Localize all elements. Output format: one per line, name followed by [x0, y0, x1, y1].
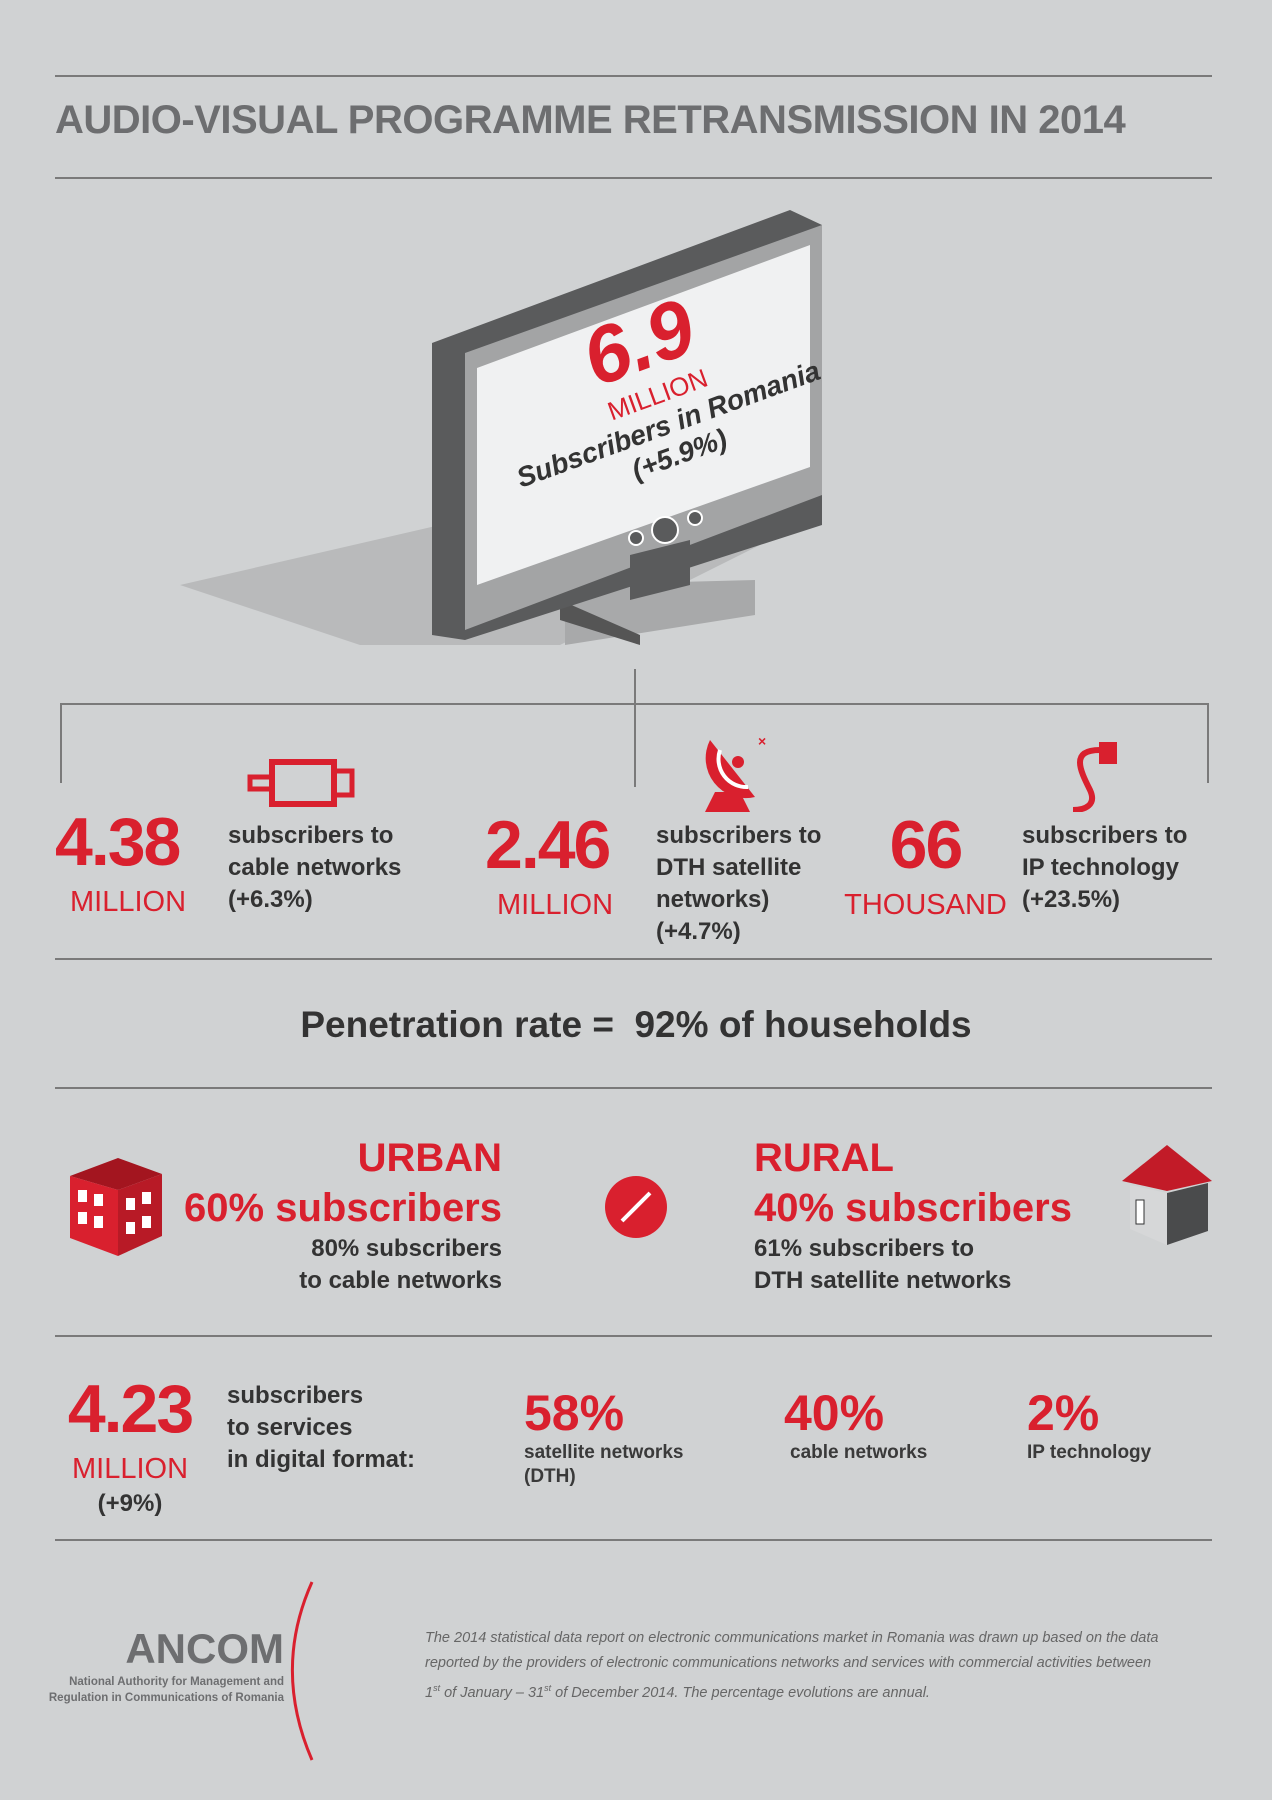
urban-title: URBAN	[357, 1136, 502, 1180]
rural-block: RURAL 40% subscribers 61% subscribers to…	[754, 1133, 1072, 1297]
bracket	[634, 669, 636, 787]
divider	[55, 1539, 1212, 1541]
stat-desc-line: DTH satellite	[656, 854, 802, 881]
stat-dth: 2.46 MILLION	[485, 811, 613, 920]
rural-detail: DTH satellite networks	[754, 1267, 1012, 1294]
rural-share: 40% subscribers	[754, 1186, 1072, 1230]
divider	[55, 1335, 1212, 1337]
stat-desc-line: (+6.3%)	[228, 886, 313, 913]
building-icon	[70, 1158, 162, 1256]
stat-desc-line: IP technology	[1022, 854, 1179, 881]
digital-item-ip: 2% IP technology	[1027, 1385, 1151, 1465]
urban-share: 60% subscribers	[184, 1186, 502, 1230]
digital-pct: 58%	[524, 1385, 625, 1441]
digital-label: satellite networks	[524, 1442, 684, 1463]
urban-detail: to cable networks	[299, 1267, 502, 1294]
cable-connector-icon	[247, 759, 355, 807]
footnote-sup: st	[433, 1683, 441, 1693]
logo-org-line: National Authority for Management and	[69, 1676, 284, 1688]
digital-total: 4.23 MILLION (+9%)	[55, 1375, 205, 1520]
digital-item-cable: 40% cable networks	[784, 1385, 927, 1465]
stat-cable-desc: subscribers to cable networks (+6.3%)	[228, 820, 401, 916]
digital-value: 4.23	[67, 1371, 194, 1447]
tv-illustration	[180, 210, 822, 645]
stat-value: 4.38	[55, 804, 181, 880]
house-icon	[1122, 1145, 1212, 1245]
stat-unit: MILLION	[497, 889, 614, 921]
ancom-logo: ANCOM National Authority for Management …	[20, 1628, 284, 1706]
digital-desc-line: in digital format:	[227, 1446, 415, 1473]
digital-label: cable networks	[790, 1442, 928, 1463]
divider	[55, 1087, 1212, 1089]
logo-arc	[291, 1581, 314, 1761]
footnote-line: 1st of January – 31st of December 2014. …	[425, 1676, 1225, 1706]
footnote: The 2014 statistical data report on elec…	[425, 1626, 1225, 1706]
stat-value: 2.46	[485, 807, 611, 883]
digital-pct: 2%	[1027, 1385, 1100, 1441]
digital-item-satellite: 58% satellite networks (DTH)	[524, 1385, 683, 1489]
divide-icon	[605, 1176, 667, 1238]
stat-desc-line: subscribers to	[228, 822, 394, 849]
stat-desc-line: subscribers to	[656, 822, 822, 849]
digital-desc: subscribers to services in digital format:	[227, 1380, 415, 1476]
divider	[55, 958, 1212, 960]
stat-desc-line: (+4.7%)	[656, 918, 741, 945]
urban-detail: 80% subscribers	[311, 1235, 502, 1262]
stat-desc-line: (+23.5%)	[1022, 886, 1121, 913]
digital-change: (+9%)	[97, 1490, 163, 1517]
bracket	[60, 703, 62, 783]
stat-ip: 66 THOUSAND	[843, 811, 1008, 920]
penetration-rate: Penetration rate = 92% of households	[300, 1004, 972, 1045]
footnote-text: 1	[425, 1684, 434, 1701]
digital-label: (DTH)	[524, 1466, 576, 1487]
digital-desc-line: subscribers	[227, 1382, 364, 1409]
page-title: AUDIO-VISUAL PROGRAMME RETRANSMISSION IN…	[55, 98, 1126, 142]
satellite-dish-icon: ×	[705, 733, 766, 812]
logo-text: ANCOM	[125, 1625, 284, 1672]
rural-title: RURAL	[754, 1136, 894, 1180]
digital-desc-line: to services	[227, 1414, 353, 1441]
svg-text:×: ×	[758, 733, 766, 749]
stat-desc-line: subscribers to	[1022, 822, 1188, 849]
digital-pct: 40%	[784, 1385, 885, 1441]
footnote-sup: st	[544, 1683, 552, 1693]
network-cable-icon	[1072, 742, 1117, 812]
stat-unit: MILLION	[70, 886, 187, 918]
divider	[55, 177, 1212, 179]
stat-desc-line: cable networks	[228, 854, 402, 881]
stat-ip-desc: subscribers to IP technology (+23.5%)	[1022, 820, 1187, 916]
footnote-line: The 2014 statistical data report on elec…	[425, 1630, 1159, 1646]
footnote-line: reported by the providers of electronic …	[425, 1655, 1152, 1671]
digital-label: IP technology	[1027, 1442, 1152, 1463]
bracket	[1207, 703, 1209, 783]
urban-block: URBAN 60% subscribers 80% subscribers to…	[150, 1133, 502, 1297]
stat-value: 66	[889, 807, 964, 883]
footnote-text: of January – 31	[440, 1684, 545, 1701]
stat-unit: THOUSAND	[844, 889, 1007, 921]
stat-dth-desc: subscribers to DTH satellite networks) (+4.…	[656, 820, 821, 948]
stat-cable: 4.38 MILLION	[55, 808, 186, 917]
divider	[55, 75, 1212, 77]
digital-unit: MILLION	[71, 1453, 189, 1485]
stat-desc-line: networks)	[656, 886, 770, 913]
rural-detail: 61% subscribers to	[754, 1235, 975, 1262]
logo-org-line: Regulation in Communications of Romania	[48, 1692, 284, 1704]
footnote-text: of December 2014. The percentage evoluti…	[551, 1684, 930, 1701]
